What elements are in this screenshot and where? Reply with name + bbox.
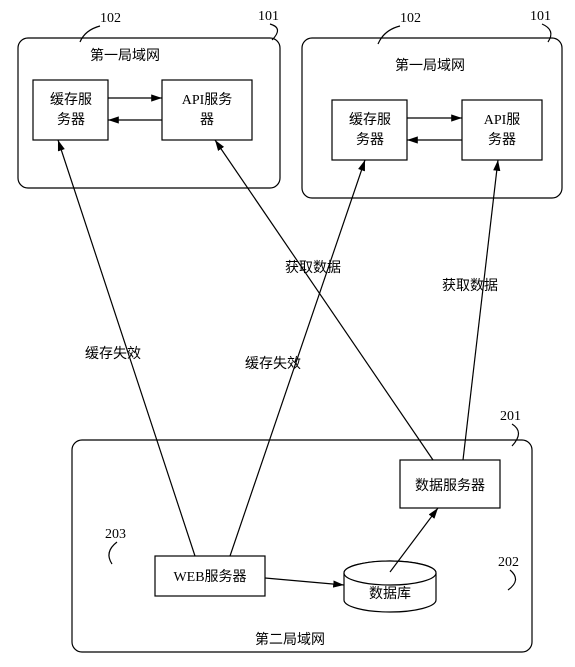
cache-b-callout: 102 <box>400 11 421 26</box>
cache-a-line2: 务器 <box>57 112 85 128</box>
api-a-line1: API服务 <box>182 92 233 108</box>
lan1b-label: 第一局域网 <box>395 57 465 74</box>
api-b-line2: 务器 <box>488 132 516 148</box>
lan1b-callout: 101 <box>530 9 551 24</box>
edge-label-web_to_cache_a: 缓存失效 <box>85 346 141 362</box>
lan2-label: 第二局域网 <box>255 631 325 648</box>
database-callout: 202 <box>498 555 519 570</box>
edge-web_to_db <box>265 578 344 585</box>
web-server-label: WEB服务器 <box>173 569 246 585</box>
api-server-a: API服务 器 <box>162 80 252 140</box>
api-b-rect <box>462 100 542 160</box>
web-server-callout: 203 <box>105 527 126 542</box>
database-label: 数据库 <box>369 586 411 602</box>
cache-a-callout-arc <box>80 26 100 42</box>
db-top-overlay <box>344 561 436 585</box>
cache-a-rect <box>33 80 108 140</box>
web-server: WEB服务器 203 <box>105 527 265 596</box>
lan2-callout-201: 201 <box>500 409 521 424</box>
cache-b-rect <box>332 100 407 160</box>
api-server-b: API服 务器 <box>462 100 542 160</box>
data-server-label: 数据服务器 <box>415 478 485 494</box>
lan1b-callout-arc <box>542 24 551 42</box>
cache-b-callout-arc <box>378 26 400 44</box>
edge-label-data_to_api_a: 获取数据 <box>285 260 341 276</box>
lan1a-callout: 101 <box>258 9 279 24</box>
lan2-container: 第二局域网 201 <box>72 409 532 652</box>
cache-b-line2: 务器 <box>356 132 384 148</box>
edge-label-web_to_cache_b: 缓存失效 <box>245 356 301 372</box>
database: 数据库 202 <box>344 555 519 612</box>
edge-label-data_to_api_b: 获取数据 <box>442 278 498 294</box>
api-a-rect <box>162 80 252 140</box>
api-a-line2: 器 <box>200 113 214 128</box>
api-b-line1: API服 <box>484 113 521 128</box>
lan1a-label: 第一局域网 <box>90 47 160 64</box>
cache-server-a: 缓存服 务器 102 <box>33 11 121 140</box>
cache-b-line1: 缓存服 <box>349 112 391 128</box>
edge-data_to_api_a <box>215 140 433 460</box>
cache-a-callout: 102 <box>100 11 121 26</box>
lan2-callout-201-arc <box>512 424 519 446</box>
database-callout-arc <box>508 570 516 590</box>
cache-a-line1: 缓存服 <box>50 92 92 108</box>
data-server: 数据服务器 <box>400 460 500 508</box>
web-server-callout-arc <box>109 542 117 564</box>
edge-data_to_api_b <box>463 160 498 460</box>
cache-server-b: 缓存服 务器 102 <box>332 11 421 160</box>
